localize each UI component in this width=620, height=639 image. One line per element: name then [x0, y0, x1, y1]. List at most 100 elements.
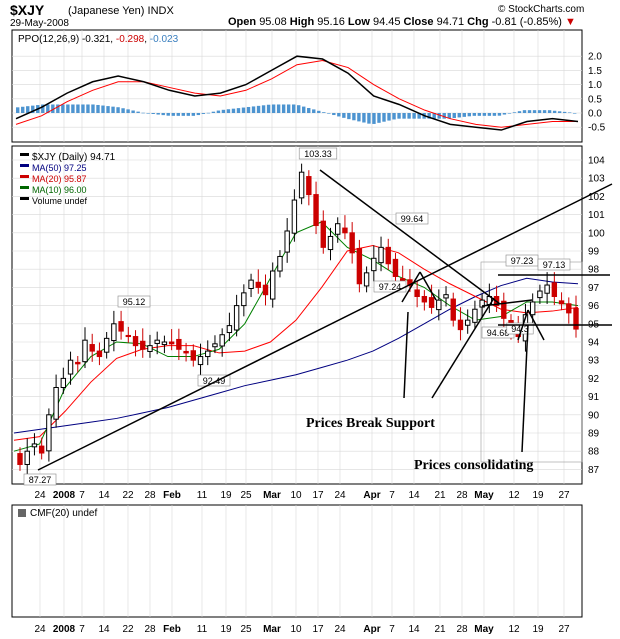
- ppo-histogram-bar: [567, 112, 572, 114]
- price-callout-box: [537, 258, 571, 271]
- candle-down: [501, 300, 507, 319]
- ppo-histogram-bar: [41, 104, 45, 113]
- candle-up: [60, 377, 67, 388]
- ppo-histogram-bar: [196, 113, 201, 116]
- ppo-histogram-bar: [241, 107, 246, 113]
- candle-up: [284, 230, 290, 253]
- chg-value: -0.81 (-0.85%): [491, 16, 562, 28]
- candle-up: [335, 223, 341, 235]
- ppo-histogram-bar: [261, 105, 266, 113]
- ppo-histogram-bar: [572, 113, 577, 114]
- x-tick-label: 28: [456, 490, 468, 501]
- candle-up: [479, 299, 485, 308]
- ppo-histogram-bar: [206, 112, 211, 114]
- ppo-histogram-bar: [71, 104, 75, 113]
- candle-up: [464, 319, 471, 326]
- ppo-histogram-bar: [342, 113, 346, 118]
- candle-down: [421, 296, 428, 303]
- legend-entry: MA(50) 97.25: [32, 163, 87, 173]
- ppo-histogram-bar: [291, 104, 296, 113]
- x-tick-label: Feb: [163, 490, 181, 501]
- candle-up: [212, 343, 218, 348]
- ppo-histogram-bar: [432, 113, 436, 119]
- ppo-histogram-bar: [191, 113, 196, 116]
- ppo-histogram-bar: [462, 113, 466, 117]
- price-panel: 8788899091929394959697989910010110210310…: [11, 145, 613, 501]
- candle-down: [428, 297, 435, 308]
- ppo-histogram-bar: [91, 104, 95, 113]
- ppo-histogram-bar: [61, 104, 65, 113]
- legend-swatch: [20, 175, 29, 178]
- ppo-histogram-bar: [537, 110, 542, 113]
- ppo-histogram-bar: [547, 110, 552, 113]
- ppo-histogram-bar: [66, 104, 70, 113]
- ppo-histogram-bar: [302, 106, 306, 113]
- price-y-tick: 90: [588, 410, 600, 421]
- price-y-tick: 103: [588, 174, 605, 185]
- candle-up: [529, 301, 536, 316]
- ppo-histogram-bar: [307, 107, 311, 113]
- ppo-label: PPO(12,26,9) -0.321, -0.298, -0.023: [18, 34, 179, 45]
- candle-down: [118, 321, 124, 332]
- candle-down: [176, 338, 182, 350]
- ppo-histogram-bar: [156, 113, 160, 115]
- ppo-histogram-bar: [382, 113, 386, 122]
- ppo-histogram-bar: [527, 110, 532, 113]
- ppo-histogram-bar: [96, 104, 100, 113]
- ppo-histogram-bar: [256, 105, 261, 113]
- ppo-y-tick: 0.0: [588, 109, 602, 120]
- chart-header: $XJY (Japanese Yen) INDX 29-May-2008 Ope…: [0, 0, 620, 30]
- ppo-histogram-bar: [512, 112, 517, 113]
- candle-down: [385, 246, 391, 265]
- price-callout-label: 95.12: [123, 297, 146, 307]
- candle-up: [436, 299, 442, 311]
- price-y-tick: 93: [588, 356, 600, 367]
- price-y-tick: 101: [588, 210, 605, 221]
- ppo-histogram-bar: [221, 109, 226, 113]
- legend-entry: $XJY (Daily) 94.71: [32, 152, 116, 163]
- resistance-trendline: [319, 169, 501, 305]
- ppo-histogram-bar: [121, 108, 125, 113]
- price-callout-label: 94.68: [487, 328, 510, 338]
- ppo-histogram-bar: [472, 113, 477, 116]
- x-tick-label: 12: [508, 490, 520, 501]
- ppo-y-tick: -0.5: [588, 123, 606, 134]
- price-axis-ticks: 8788899091929394959697989910010110210310…: [588, 156, 605, 476]
- candle-up: [226, 325, 233, 334]
- close-label: Close: [403, 16, 434, 28]
- ppo-histogram-bar: [176, 113, 180, 116]
- break-pointer-2: [431, 297, 495, 399]
- ppo-histogram-bar: [271, 104, 276, 113]
- cmf-grid: [39, 505, 565, 617]
- ppo-histogram-bar: [322, 112, 326, 113]
- x-tick-label: 19: [532, 624, 544, 635]
- ppo-histogram-bar: [21, 106, 25, 113]
- ppo-histogram-bar: [407, 113, 411, 119]
- ppo-histogram-bar: [286, 104, 291, 113]
- candle-up: [205, 350, 211, 358]
- ppo-histogram-bar: [171, 113, 175, 116]
- candle-down: [450, 298, 456, 321]
- price-y-tick: 88: [588, 447, 600, 458]
- price-callout-box: [395, 212, 429, 225]
- candle-up: [147, 345, 153, 352]
- ppo-histogram-bar: [297, 105, 301, 113]
- ppo-histogram-bar: [487, 113, 492, 116]
- break-arrow-a: [401, 271, 421, 303]
- name-text: (Japanese Yen): [68, 5, 145, 17]
- consolidate-arrow-b: [527, 309, 545, 341]
- ppo-histogram-bar: [517, 111, 522, 113]
- x-tick-label: 7: [389, 490, 395, 501]
- candle-down: [349, 232, 355, 254]
- ppo-histogram-bar: [452, 113, 456, 118]
- ppo-histogram-bar: [347, 113, 351, 120]
- ppo-histogram-bar: [26, 106, 30, 113]
- price-callout-label: 97.23: [511, 256, 534, 266]
- x-tick-label: 2008: [53, 490, 76, 501]
- candle-down: [38, 445, 45, 454]
- price-y-tick: 92: [588, 374, 600, 385]
- ppo-histogram-bar: [542, 110, 547, 113]
- annotation-consolidating: Prices consolidating: [414, 458, 533, 473]
- ppo-histogram-bar: [201, 113, 206, 114]
- ppo-histogram-bar: [312, 109, 316, 113]
